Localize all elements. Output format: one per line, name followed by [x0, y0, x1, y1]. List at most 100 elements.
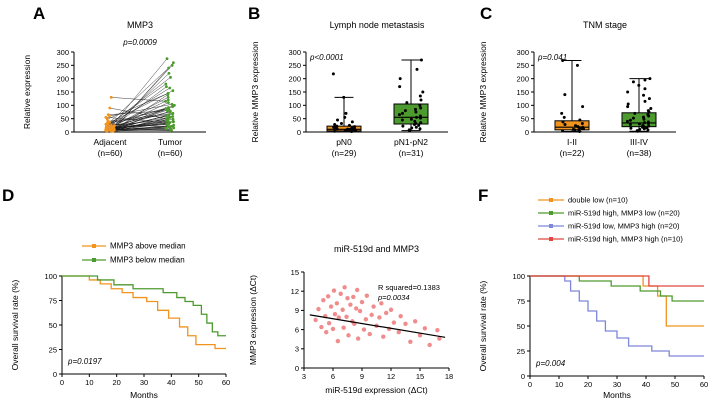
tumor-point: [170, 63, 174, 67]
data-point: [333, 129, 337, 133]
p-value: p=0.041: [537, 53, 567, 62]
tumor-point: [166, 101, 170, 105]
y-axis-label: Relative expression: [22, 55, 32, 129]
x-tick-label: 10: [85, 378, 93, 387]
x-tick-label: 9: [360, 372, 364, 381]
tumor-point: [172, 120, 175, 124]
data-point: [626, 105, 630, 109]
adjacent-point: [109, 129, 113, 133]
y-tick-label: 250: [56, 61, 69, 70]
x-category-label: Tumor: [158, 137, 182, 147]
data-point: [398, 77, 402, 81]
data-point: [405, 101, 409, 105]
y-tick-label: 50: [49, 321, 57, 330]
adjacent-point: [112, 124, 116, 127]
tumor-point: [167, 122, 171, 126]
x-tick-label: 30: [140, 378, 148, 387]
data-point: [410, 126, 414, 130]
x-tick-label: 50: [194, 378, 202, 387]
scatter-point: [355, 336, 361, 341]
y-axis-label: Relative MMP3 expression: [478, 41, 488, 142]
y-tick-label: 100: [44, 272, 57, 281]
y-tick-label: 100: [512, 272, 525, 281]
data-point: [342, 95, 346, 99]
scatter-point: [398, 313, 403, 319]
tumor-point: [167, 71, 171, 75]
data-point: [646, 120, 650, 124]
y-tick-label: 200: [288, 74, 301, 83]
pair-line: [105, 117, 170, 123]
x-category-sublabel: (n=60): [158, 148, 183, 158]
data-point: [335, 124, 339, 128]
x-category-sublabel: (n=31): [399, 148, 424, 158]
data-point: [414, 125, 418, 129]
data-point: [418, 127, 422, 131]
data-point: [643, 121, 647, 125]
p-value: p<0.0001: [309, 53, 344, 62]
km-curve: [530, 275, 704, 302]
y-tick-label: 0: [53, 370, 57, 379]
adjacent-point: [108, 114, 111, 118]
scatter-point: [357, 308, 363, 314]
panel-b-lymph-node-box-chart: Lymph node metastasis p<0.0001 0 50 100 150 20…: [250, 20, 448, 158]
data-point: [418, 103, 422, 107]
scatter-point: [417, 333, 423, 338]
scatter-point: [388, 307, 394, 312]
data-point: [344, 111, 348, 115]
y-tick-label: 25: [517, 347, 525, 356]
tumor-point: [165, 85, 168, 89]
scatter-point: [361, 327, 367, 332]
y-tick-label: 6: [295, 325, 299, 334]
legend-marker: [549, 198, 553, 202]
y-tick-label: 200: [516, 74, 529, 83]
tumor-point: [164, 114, 168, 118]
scatter-point: [408, 339, 413, 344]
scatter-point: [396, 329, 401, 335]
x-tick-label: 20: [112, 378, 120, 387]
data-point: [631, 80, 635, 84]
data-point: [626, 102, 630, 106]
box: [554, 120, 590, 131]
y-tick-label: 300: [56, 48, 69, 57]
box: [326, 125, 362, 132]
scatter-point: [422, 326, 428, 331]
scatter-point: [324, 329, 329, 335]
scatter-point: [313, 317, 318, 323]
panel-title: MMP3: [127, 20, 153, 30]
tumor-point: [172, 103, 176, 107]
legend-marker: [92, 244, 96, 248]
pair-line: [109, 110, 171, 130]
legend-label: miR-519d high, MMP3 low (n=20): [568, 209, 680, 218]
data-point: [626, 90, 630, 94]
scatter-point: [403, 321, 408, 327]
adjacent-point: [109, 95, 113, 99]
data-point: [418, 114, 422, 118]
scatter-point: [367, 331, 372, 337]
data-point: [415, 67, 419, 71]
data-point: [641, 123, 645, 127]
y-tick-label: 0: [65, 128, 69, 137]
adjacent-point: [105, 117, 109, 121]
x-tick-label: 12: [387, 372, 395, 381]
scatter-point: [332, 312, 338, 317]
data-point: [398, 85, 402, 89]
pair-line: [108, 113, 173, 122]
panel-title: Lymph node metastasis: [330, 20, 425, 30]
data-point: [415, 115, 419, 119]
y-tick-label: 50: [521, 114, 529, 123]
pair-line: [114, 99, 169, 126]
tumor-point: [167, 66, 170, 70]
data-point: [571, 127, 575, 131]
data-point: [350, 120, 354, 124]
scatter-point: [336, 315, 341, 320]
scatter-point: [371, 304, 376, 309]
scatter-point: [354, 287, 360, 293]
pair-line: [114, 128, 172, 131]
data-point: [561, 120, 565, 124]
data-point: [401, 124, 405, 128]
scatter-point: [435, 328, 440, 333]
scatter-point: [412, 319, 418, 324]
panel-label-b: B: [248, 4, 261, 23]
x-category-label: pN0: [336, 137, 352, 147]
scatter-point: [321, 297, 326, 303]
